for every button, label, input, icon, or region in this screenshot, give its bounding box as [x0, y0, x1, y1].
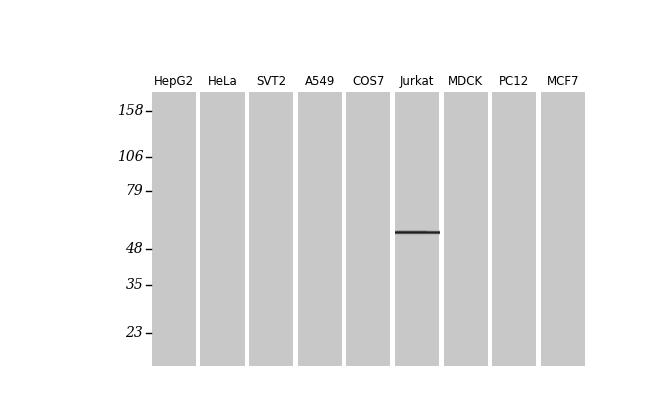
Bar	[152, 92, 585, 366]
Text: 106: 106	[116, 150, 143, 164]
Text: MDCK: MDCK	[448, 75, 483, 88]
Bar	[443, 92, 488, 366]
Bar	[249, 92, 293, 366]
Bar	[200, 92, 244, 366]
Text: 48: 48	[125, 242, 143, 256]
Bar	[492, 92, 536, 366]
Text: 35: 35	[125, 278, 143, 292]
Text: 23: 23	[125, 326, 143, 340]
Bar	[395, 92, 439, 366]
Text: 79: 79	[125, 184, 143, 198]
Bar	[298, 92, 342, 366]
Text: PC12: PC12	[499, 75, 529, 88]
Text: HepG2: HepG2	[154, 75, 194, 88]
Text: MCF7: MCF7	[547, 75, 579, 88]
Text: Jurkat: Jurkat	[400, 75, 434, 88]
Text: HeLa: HeLa	[207, 75, 237, 88]
Bar	[346, 92, 391, 366]
Text: SVT2: SVT2	[256, 75, 286, 88]
Text: A549: A549	[305, 75, 335, 88]
Bar	[541, 92, 585, 366]
Bar	[152, 92, 196, 366]
Text: COS7: COS7	[352, 75, 385, 88]
Text: 158: 158	[116, 104, 143, 118]
